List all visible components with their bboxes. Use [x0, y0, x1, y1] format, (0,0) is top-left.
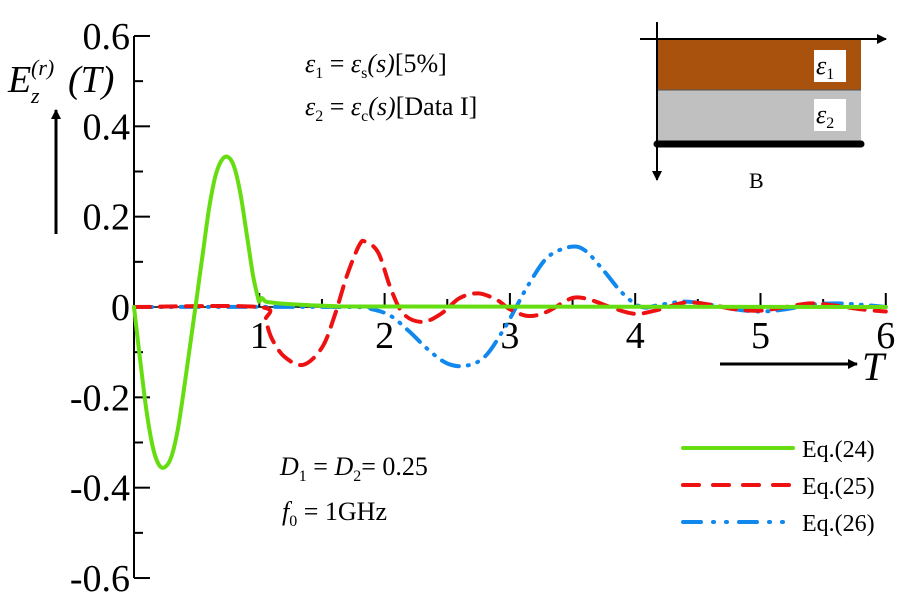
y-tick-label: -0.6 [70, 558, 130, 600]
legend: Eq.(24) Eq.(25) Eq.(26) [681, 437, 875, 537]
y-label-arg: (T) [68, 59, 114, 101]
plot-area [132, 154, 888, 470]
x-axis: 1 2 3 4 5 6 [134, 293, 895, 357]
legend-label: Eq.(25) [802, 474, 875, 500]
x-tick-label: 6 [876, 315, 895, 357]
y-tick-label: -0.2 [70, 377, 130, 419]
x-axis-label: T [720, 344, 887, 389]
y-tick-label: 0.2 [83, 197, 131, 239]
inset-layer-diagram: ε1 ε2 B [640, 22, 887, 193]
x-label-text: T [862, 344, 887, 389]
legend-item: Eq.(25) [681, 474, 875, 500]
boundary-label: B [749, 168, 764, 193]
series-eq24-line [132, 154, 888, 470]
f-param-equation: f0 = 1GHz [282, 497, 387, 530]
legend-item: Eq.(26) [681, 511, 875, 537]
d-params-equation: D1 = D2= 0.25 [279, 452, 428, 485]
x-tick-label: 5 [751, 315, 770, 357]
series-eq26-line [132, 244, 888, 369]
legend-item: Eq.(24) [681, 437, 875, 463]
x-tick-label: 2 [375, 315, 394, 357]
x-tick-label: 4 [626, 315, 645, 357]
y-tick-label: -0.4 [70, 468, 130, 510]
parameter-annotation: D1 = D2= 0.25 f0 = 1GHz [279, 452, 428, 530]
y-tick-label: 0.6 [83, 16, 131, 58]
y-label-sup: (r) [31, 55, 54, 80]
series-eq25-line [132, 238, 888, 368]
eps1-equation: ε1 = εs(s)[5%] [305, 49, 447, 82]
eps2-equation: ε2 = εc(s)[Data I] [305, 92, 477, 125]
y-axis: 0.6 0.4 0.2 0 -0.2 -0.4 -0.6 [70, 16, 150, 600]
layer2-label: ε2 [816, 100, 834, 132]
legend-label: Eq.(24) [802, 437, 875, 463]
y-tick-label: 0 [111, 287, 130, 329]
x-tick-label: 3 [500, 315, 519, 357]
y-label-base: E [7, 59, 31, 101]
x-tick-label: 1 [250, 315, 269, 357]
layer1-label: ε1 [816, 51, 834, 83]
y-axis-label: E z (r) (T) [7, 55, 114, 234]
legend-label: Eq.(26) [802, 511, 875, 537]
y-label-sub: z [30, 83, 40, 108]
epsilon-annotation: ε1 = εs(s)[5%] ε2 = εc(s)[Data I] [305, 49, 477, 125]
y-tick-label: 0.4 [83, 106, 131, 148]
